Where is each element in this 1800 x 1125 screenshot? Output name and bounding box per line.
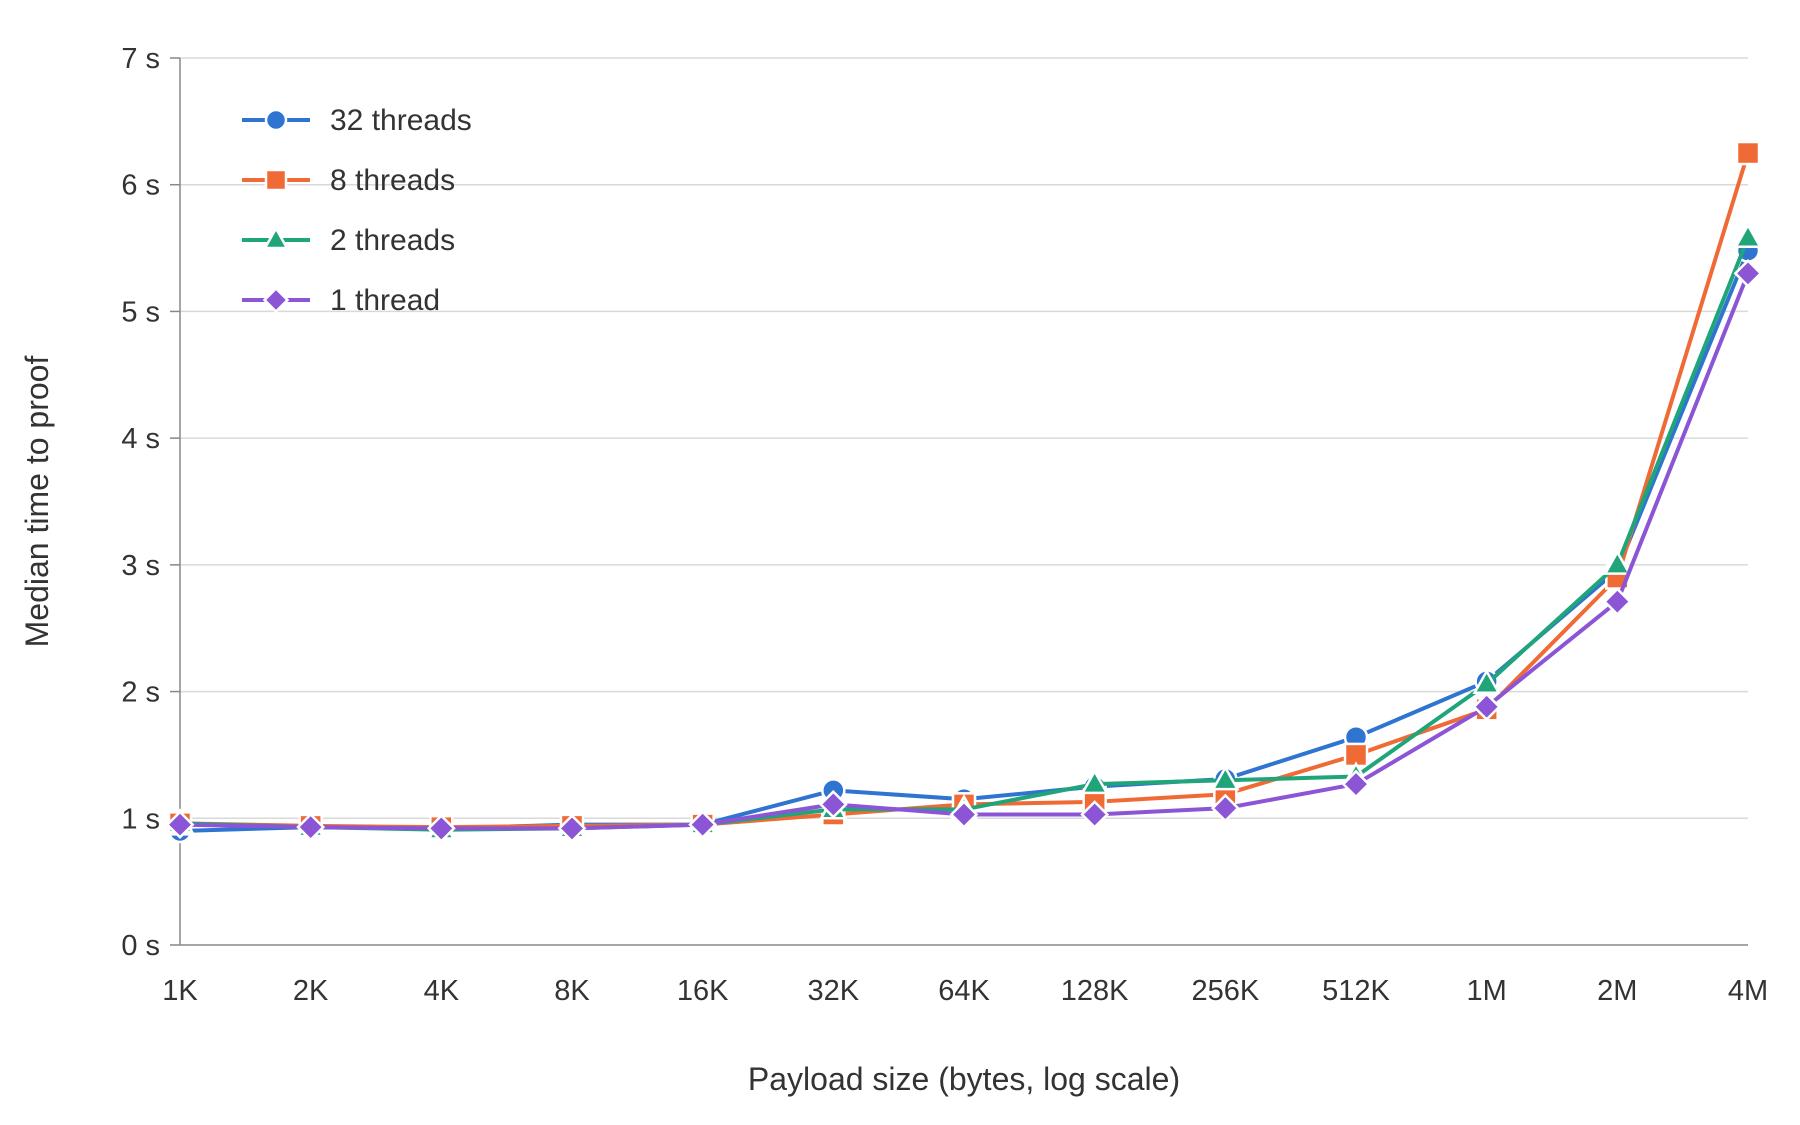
x-tick-label: 2K [293, 975, 329, 1007]
series-line [179, 237, 1750, 832]
y-tick-label: 0 s [121, 930, 160, 962]
x-tick-label: 128K [1061, 975, 1129, 1007]
data-series [165, 140, 1763, 844]
y-tick-label: 5 s [121, 296, 160, 328]
x-tick-label: 4K [424, 975, 460, 1007]
x-tick-label: 16K [677, 975, 729, 1007]
y-tick-label: 1 s [121, 803, 160, 835]
x-tick-labels: 1K 2K 4K 8K 16K 32K 64K 128K 256K 512K 1M 2M 4M [162, 975, 1768, 1007]
data-point-diamond [1080, 800, 1110, 829]
series-line [179, 249, 1750, 833]
data-point-diamond [949, 800, 979, 829]
data-point-diamond [1472, 692, 1502, 722]
data-point-square [264, 168, 288, 192]
data-point-triangle [1603, 549, 1632, 575]
x-tick-label: 8K [554, 975, 590, 1007]
legend-item: 8 threads [242, 164, 455, 197]
x-tick-label: 512K [1322, 975, 1390, 1007]
x-tick-label: 64K [938, 975, 990, 1007]
data-point-diamond [165, 810, 195, 840]
data-point-diamond [296, 812, 326, 842]
data-point-diamond [1210, 793, 1240, 823]
legend-label: 2 threads [330, 224, 455, 257]
data-point-triangle [262, 225, 290, 250]
legend-label: 8 threads [330, 164, 455, 197]
legend-item: 32 threads [242, 104, 472, 137]
x-tick-label: 32K [808, 975, 860, 1007]
x-tick-label: 2M [1597, 975, 1637, 1007]
data-point-diamond [557, 814, 587, 843]
series-1-thread [165, 258, 1763, 843]
data-point-triangle [1733, 222, 1763, 248]
data-point-triangle [1080, 768, 1109, 795]
x-tick-label: 1M [1467, 975, 1507, 1007]
data-point-diamond [688, 810, 718, 840]
series-32-threads [167, 238, 1761, 844]
data-point-square [1735, 140, 1761, 166]
legend-item: 1 thread [242, 284, 440, 317]
legend-label: 1 thread [330, 284, 440, 317]
x-tick-label: 1K [162, 975, 198, 1007]
data-point-diamond [426, 814, 456, 843]
axes [179, 58, 1748, 946]
series-2-threads [165, 222, 1763, 840]
y-tick-label: 2 s [121, 677, 160, 709]
y-tick-label: 7 s [121, 43, 160, 75]
legend-label: 32 threads [330, 104, 472, 137]
legend-item: 2 threads [242, 224, 455, 257]
series-line [179, 272, 1750, 831]
data-point-diamond [262, 286, 290, 314]
data-point-diamond [1341, 769, 1371, 799]
y-tick-labels: 0 s 1 s 2 s 3 s 4 s 5 s 6 s 7 s [121, 43, 160, 962]
data-point-diamond [818, 789, 848, 819]
y-tick-label: 4 s [121, 423, 160, 455]
data-point-diamond [1733, 258, 1763, 288]
y-tick-label: 6 s [121, 170, 160, 202]
y-tick-label: 3 s [121, 550, 160, 582]
x-tick-label: 4M [1728, 975, 1768, 1007]
data-point-circle [264, 108, 288, 132]
data-point-diamond [1602, 587, 1632, 617]
data-point-triangle [1211, 765, 1240, 791]
x-tick-label: 256K [1191, 975, 1259, 1007]
legend: 32 threads 8 threads 2 threads 1 thread [242, 104, 472, 317]
y-axis-title: Median time to proof [19, 356, 55, 648]
x-axis-title: Payload size (bytes, log scale) [748, 1061, 1180, 1097]
